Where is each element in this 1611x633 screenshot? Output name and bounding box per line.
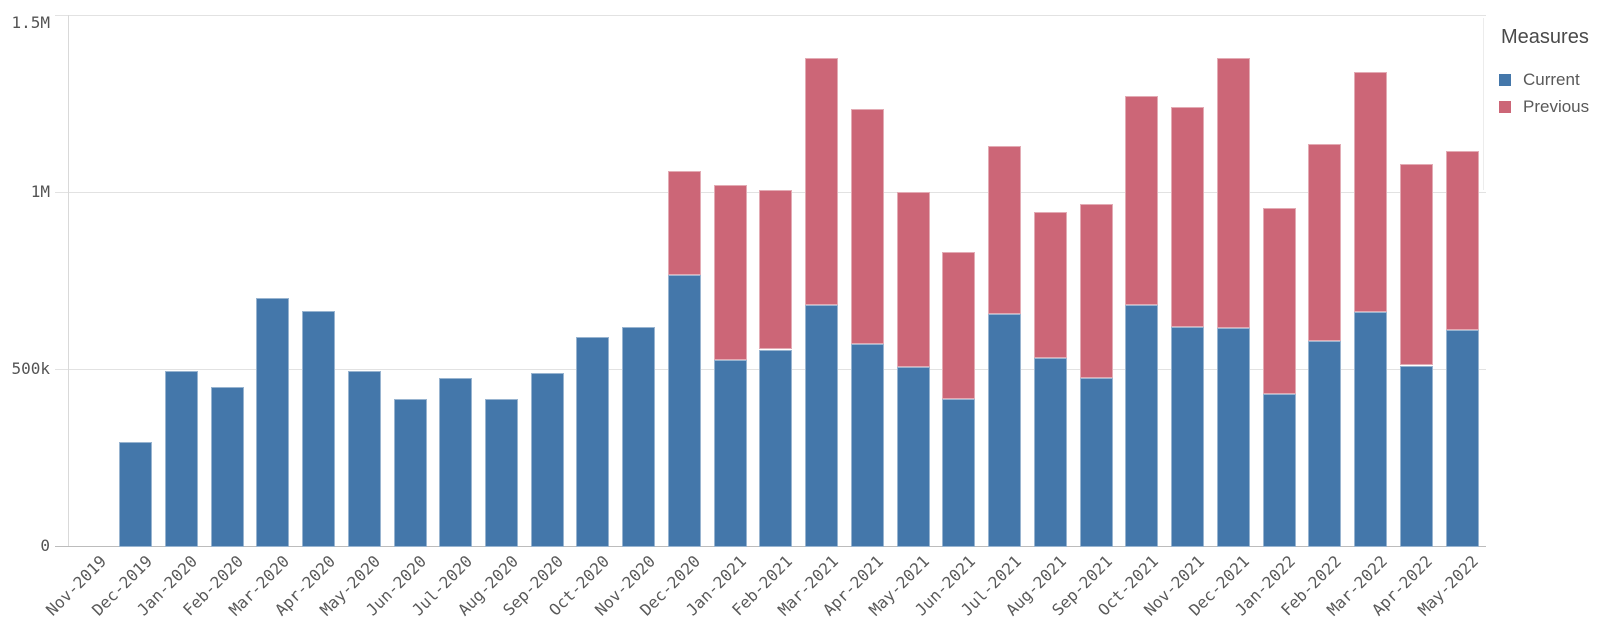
legend-items: Current Previous <box>1499 70 1611 116</box>
legend-item-label: Previous <box>1523 97 1590 116</box>
bar-previous-apr-2021[interactable] <box>850 108 884 345</box>
y-tick-label-0: 0 <box>40 536 50 555</box>
bar-current-jun-2020[interactable] <box>393 399 427 547</box>
bar-current-dec-2019[interactable] <box>119 441 152 547</box>
bar-previous-jul-2021[interactable] <box>988 146 1022 315</box>
bar-current-apr-2022[interactable] <box>1399 365 1433 547</box>
bar-previous-feb-2021[interactable] <box>759 190 793 350</box>
bar-previous-aug-2021[interactable] <box>1033 211 1067 359</box>
bar-current-feb-2020[interactable] <box>210 386 244 547</box>
legend-item-current[interactable]: Current <box>1499 70 1611 89</box>
bar-current-oct-2020[interactable] <box>576 337 610 547</box>
bar-current-dec-2021[interactable] <box>1216 328 1250 547</box>
bar-current-mar-2021[interactable] <box>805 305 839 547</box>
bar-current-jul-2020[interactable] <box>439 377 473 548</box>
legend-item-label: Current <box>1523 70 1580 89</box>
bar-current-apr-2021[interactable] <box>850 344 884 547</box>
bar-previous-mar-2021[interactable] <box>805 57 839 306</box>
bar-current-sep-2020[interactable] <box>530 372 564 547</box>
bar-previous-oct-2021[interactable] <box>1125 96 1159 306</box>
bar-previous-may-2021[interactable] <box>896 192 930 368</box>
bar-current-aug-2021[interactable] <box>1033 358 1067 547</box>
previous-swatch-icon <box>1499 101 1511 113</box>
legend: Measures Current Previous <box>1499 26 1611 125</box>
bar-current-mar-2020[interactable] <box>256 298 290 547</box>
bar-previous-mar-2022[interactable] <box>1354 71 1387 313</box>
bar-current-jan-2022[interactable] <box>1262 393 1296 547</box>
bar-current-oct-2021[interactable] <box>1125 305 1159 547</box>
bar-current-jan-2020[interactable] <box>164 370 198 547</box>
y-tick-label-1m: 1M <box>30 182 50 201</box>
bar-current-may-2021[interactable] <box>896 367 930 547</box>
bar-current-sep-2021[interactable] <box>1079 377 1113 548</box>
bar-current-mar-2022[interactable] <box>1354 312 1387 547</box>
bar-previous-dec-2021[interactable] <box>1216 57 1250 329</box>
bar-previous-jan-2021[interactable] <box>713 184 747 361</box>
bar-current-aug-2020[interactable] <box>485 399 518 547</box>
bar-current-apr-2020[interactable] <box>302 310 335 547</box>
bar-current-jun-2021[interactable] <box>942 399 976 547</box>
current-swatch-icon <box>1499 74 1511 86</box>
bar-current-may-2020[interactable] <box>347 370 381 547</box>
legend-divider <box>1483 18 1484 190</box>
bar-previous-jun-2021[interactable] <box>942 252 976 400</box>
bar-previous-feb-2022[interactable] <box>1308 144 1342 341</box>
bar-current-nov-2021[interactable] <box>1171 326 1205 547</box>
bar-current-may-2022[interactable] <box>1445 330 1479 547</box>
gridline-1-5m <box>55 15 1486 16</box>
bar-current-feb-2021[interactable] <box>759 349 793 547</box>
legend-item-previous[interactable]: Previous <box>1499 97 1611 116</box>
bar-current-jul-2021[interactable] <box>988 314 1022 547</box>
y-tick-label-500k: 500k <box>11 359 50 378</box>
bar-previous-apr-2022[interactable] <box>1399 163 1433 366</box>
y-axis-line <box>68 15 69 546</box>
bar-current-dec-2020[interactable] <box>667 275 701 547</box>
bar-previous-jan-2022[interactable] <box>1262 207 1296 394</box>
y-tick-label-1-5m: 1.5M <box>11 13 50 32</box>
bar-previous-dec-2020[interactable] <box>667 170 701 276</box>
bar-current-nov-2020[interactable] <box>622 326 656 547</box>
bar-previous-sep-2021[interactable] <box>1079 204 1113 378</box>
bar-current-feb-2022[interactable] <box>1308 340 1342 547</box>
bar-previous-may-2022[interactable] <box>1445 151 1479 331</box>
bar-current-jan-2021[interactable] <box>713 360 747 547</box>
legend-title: Measures <box>1501 26 1589 48</box>
bar-previous-nov-2021[interactable] <box>1171 107 1205 327</box>
